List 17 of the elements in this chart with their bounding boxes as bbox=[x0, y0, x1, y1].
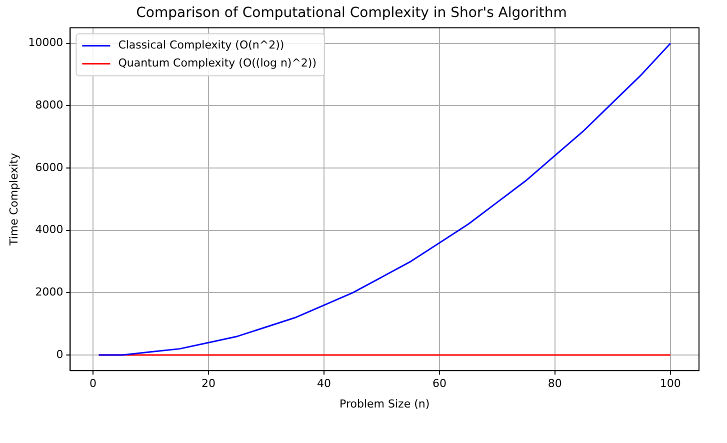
y-tick-label: 2000 bbox=[35, 286, 64, 299]
x-tick-label: 20 bbox=[201, 377, 216, 390]
x-tick-label: 40 bbox=[316, 377, 331, 390]
legend-label: Classical Complexity (O(n^2)) bbox=[118, 38, 284, 52]
legend-label: Quantum Complexity (O((log n)^2)) bbox=[118, 56, 317, 70]
y-axis-title: Time Complexity bbox=[7, 152, 20, 246]
x-tick-label: 60 bbox=[432, 377, 446, 390]
x-tick-label: 100 bbox=[660, 377, 681, 390]
x-tick-label: 80 bbox=[548, 377, 562, 390]
y-tick-label: 10000 bbox=[28, 36, 64, 50]
chart-title: Comparison of Computational Complexity in Shor's Algorithm bbox=[136, 5, 567, 22]
y-tick-label: 0 bbox=[56, 348, 64, 361]
y-tick-label: 4000 bbox=[35, 223, 64, 236]
x-axis-title: Problem Size (n) bbox=[340, 397, 430, 410]
x-tick-label: 0 bbox=[90, 377, 96, 390]
y-tick-label: 8000 bbox=[35, 98, 64, 112]
y-tick-label: 6000 bbox=[35, 160, 64, 174]
